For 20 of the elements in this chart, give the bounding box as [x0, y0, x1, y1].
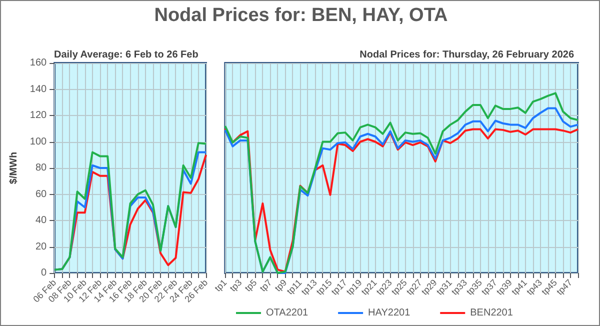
y-tick-label: 100	[30, 136, 48, 148]
y-tick-label: 140	[30, 84, 48, 95]
y-tick-label: 160	[30, 58, 48, 68]
legend-label: OTA2201	[266, 308, 308, 318]
x-tick-label: tp7	[258, 277, 274, 294]
y-tick-label: 120	[30, 110, 48, 121]
x-tick-label: tp5	[242, 277, 259, 294]
text: Nodal Prices for: BEN, HAY, OTA	[153, 5, 449, 27]
x-tick-label: tp1	[212, 277, 229, 294]
chart-subtitle: Nodal Prices for: Thursday, 26 February 2026	[360, 50, 574, 60]
x-tick-label: tp3	[228, 277, 244, 294]
y-tick-label: 80	[35, 162, 48, 174]
chart-subtitle: Daily Average: 6 Feb to 26 Feb	[54, 50, 198, 60]
legend-label: HAY2201	[368, 308, 411, 318]
y-tick-label: 0	[41, 268, 48, 278]
y-axis-title: $/MWh	[8, 152, 20, 184]
legend-label: BEN2201	[470, 308, 514, 318]
y-tick-label: 60	[35, 188, 48, 200]
y-tick-label: 20	[35, 241, 48, 252]
y-tick-label: 40	[35, 215, 48, 226]
